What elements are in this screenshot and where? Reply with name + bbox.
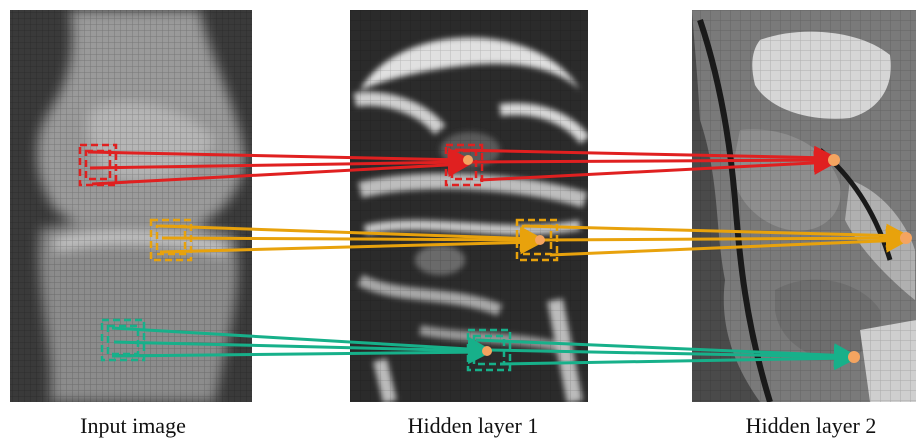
green-arrow-6 bbox=[499, 346, 858, 371]
red-arrow-3 bbox=[91, 152, 472, 186]
orange-arrow-3 bbox=[159, 230, 544, 255]
orange-box-input-outer bbox=[149, 218, 193, 262]
green-box-input-inner bbox=[106, 324, 140, 356]
dot-green-hidden1 bbox=[482, 346, 492, 356]
green-arrow-4 bbox=[475, 338, 858, 368]
orange-arrow-6 bbox=[549, 228, 910, 257]
hidden-layer-2-caption: Hidden layer 2 bbox=[745, 413, 877, 438]
green-arrows bbox=[111, 326, 858, 371]
hidden-layer-1-caption: Hidden layer 1 bbox=[407, 413, 539, 438]
green-arrow-2 bbox=[113, 338, 492, 363]
red-arrows bbox=[87, 145, 838, 186]
orange-arrow-1 bbox=[159, 224, 544, 251]
green-arrow-5 bbox=[489, 344, 858, 369]
dot-orange-hidden1 bbox=[535, 235, 545, 245]
dot-orange-hidden2 bbox=[900, 232, 912, 244]
hidden-layer-2-panel bbox=[692, 10, 916, 402]
input-image-caption: Input image bbox=[80, 413, 186, 438]
red-arrow-2 bbox=[89, 150, 472, 175]
green-box-input-outer bbox=[100, 318, 146, 362]
red-arrow-5 bbox=[469, 148, 838, 173]
orange-arrow-5 bbox=[539, 226, 910, 251]
activation-dots bbox=[463, 154, 912, 363]
dot-red-hidden1 bbox=[463, 155, 473, 165]
green-arrow-3 bbox=[111, 340, 492, 365]
dot-green-hidden2 bbox=[848, 351, 860, 363]
orange-arrow-4 bbox=[523, 223, 910, 248]
orange-arrows bbox=[159, 223, 910, 257]
orange-arrow-2 bbox=[161, 227, 544, 252]
red-arrow-1 bbox=[87, 147, 472, 172]
green-arrow-1 bbox=[111, 326, 492, 361]
red-arrow-4 bbox=[454, 145, 838, 170]
dot-red-hidden2 bbox=[828, 154, 840, 166]
red-arrow-6 bbox=[479, 150, 838, 182]
